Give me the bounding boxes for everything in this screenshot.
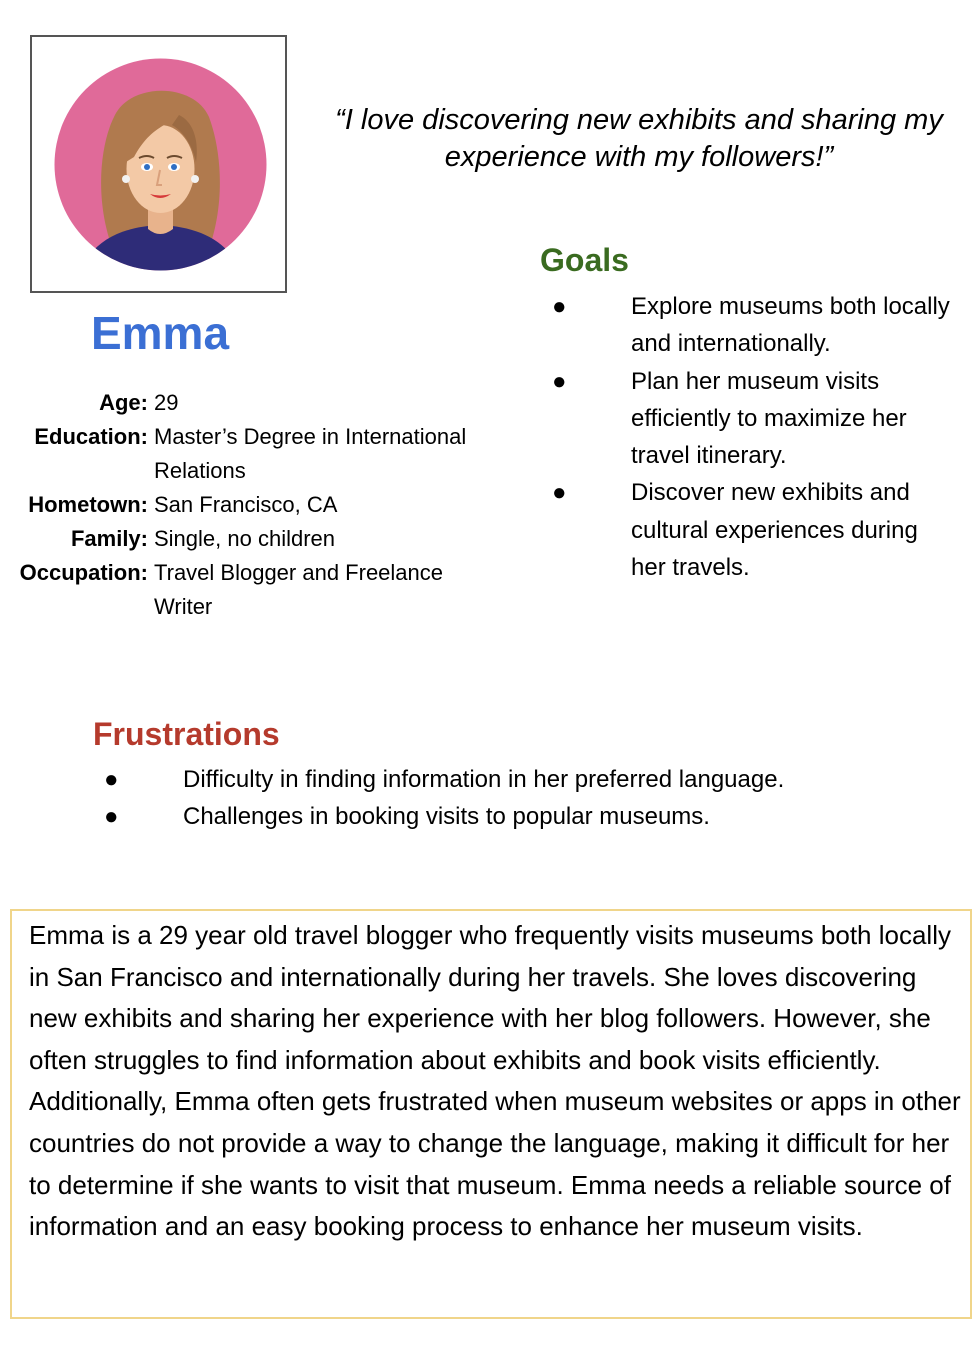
persona-quote: “I love discovering new exhibits and sha… — [335, 104, 943, 173]
detail-education: Education: Master’s Degree in Internatio… — [0, 420, 504, 488]
detail-value: Travel Blogger and Freelance Writer — [154, 560, 444, 619]
frustrations-list: ● Difficulty in finding information in h… — [104, 761, 904, 836]
avatar-frame — [30, 35, 287, 293]
bullet-icon: ● — [552, 293, 567, 320]
frustration-text: Difficulty in finding information in her… — [183, 766, 785, 793]
bullet-icon: ● — [104, 766, 119, 793]
list-item: ● Difficulty in finding information in h… — [104, 761, 904, 798]
detail-value: 29 — [154, 390, 179, 415]
detail-family: Family: Single, no children — [0, 522, 504, 556]
list-item: ● Discover new exhibits and cultural exp… — [552, 474, 952, 586]
goal-text: Plan her museum visits efficiently to ma… — [631, 367, 907, 470]
bullet-icon: ● — [104, 803, 119, 831]
list-item: ● Plan her museum visits efficiently to … — [552, 363, 952, 475]
persona-name: Emma — [90, 307, 230, 359]
detail-label: Occupation: — [19, 560, 148, 585]
list-item: ● Explore museums both locally and inter… — [552, 288, 952, 363]
goal-text: Discover new exhibits and cultural exper… — [631, 479, 918, 582]
detail-label: Education: — [34, 424, 148, 449]
persona-details: Age: 29 Education: Master’s Degree in In… — [0, 386, 504, 624]
list-item: ● Challenges in booking visits to popula… — [104, 798, 904, 835]
detail-label: Age: — [99, 390, 148, 415]
bio-text: Emma is a 29 year old travel blogger who… — [29, 920, 961, 1242]
bio-box: Emma is a 29 year old travel blogger who… — [10, 909, 972, 1319]
bullet-icon: ● — [552, 367, 567, 395]
goal-text: Explore museums both locally and interna… — [631, 293, 950, 358]
detail-label: Hometown: — [28, 492, 148, 517]
detail-age: Age: 29 — [0, 386, 504, 420]
goals-heading: Goals — [540, 242, 629, 278]
goals-list: ● Explore museums both locally and inter… — [552, 288, 952, 586]
detail-label: Family: — [70, 526, 148, 551]
bullet-icon: ● — [552, 479, 567, 507]
detail-value: San Francisco, CA — [154, 492, 338, 517]
detail-occupation: Occupation: Travel Blogger and Freelance… — [0, 556, 504, 624]
detail-value: Single, no children — [154, 526, 336, 551]
detail-hometown: Hometown: San Francisco, CA — [0, 488, 504, 522]
avatar — [54, 58, 267, 271]
detail-value: Master’s Degree in International Relatio… — [154, 424, 467, 483]
frustrations-heading: Frustrations — [93, 716, 280, 752]
frustration-text: Challenges in booking visits to popular … — [183, 803, 710, 831]
